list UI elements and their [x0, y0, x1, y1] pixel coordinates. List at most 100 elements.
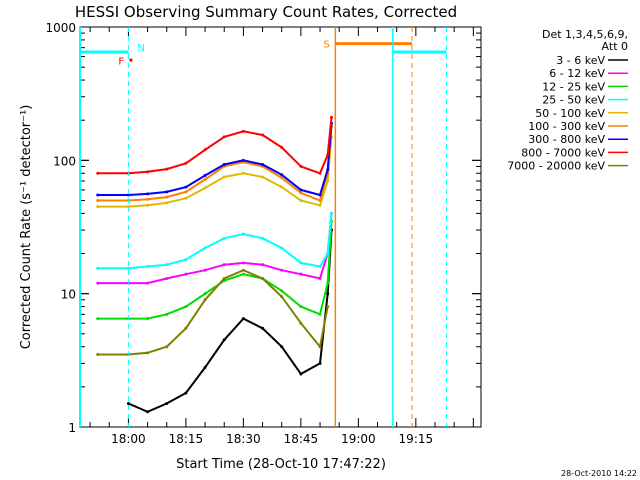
- data-point: [318, 361, 322, 365]
- data-point: [203, 148, 207, 152]
- data-point: [222, 263, 226, 267]
- data-point: [126, 205, 130, 209]
- data-point: [96, 193, 100, 197]
- data-point: [184, 161, 188, 165]
- data-point: [96, 205, 100, 209]
- data-point: [241, 261, 245, 265]
- data-point: [96, 281, 100, 285]
- legend-label: 6 - 12 keV: [549, 67, 605, 80]
- data-point: [126, 402, 130, 406]
- data-point: [326, 179, 330, 183]
- data-point: [318, 198, 322, 202]
- data-point: [165, 263, 169, 267]
- legend-header: Att 0: [602, 40, 628, 53]
- plot-border: [79, 26, 482, 428]
- data-point: [165, 312, 169, 316]
- data-point: [96, 266, 100, 270]
- data-point: [96, 198, 100, 202]
- y-tick-label: 100: [53, 154, 76, 168]
- data-point: [280, 289, 284, 293]
- series-line: [97, 123, 333, 197]
- data-point: [326, 292, 330, 296]
- y-tick-label: 10: [61, 288, 76, 302]
- legend-label: 50 - 100 keV: [535, 107, 605, 120]
- data-point: [280, 295, 284, 299]
- plot-frame: 1 10 100 1000 18:00 18:15 18:30 18:45 19:00 19:15: [45, 21, 482, 446]
- data-point: [165, 195, 169, 199]
- data-point: [203, 292, 207, 296]
- data-point: [318, 193, 322, 197]
- data-point: [241, 158, 245, 162]
- legend-label: 800 - 7000 keV: [521, 146, 605, 159]
- legend-header: Det 1,3,4,5,6,9,: [542, 28, 628, 41]
- data-point: [280, 268, 284, 272]
- data-point: [222, 163, 226, 167]
- data-point: [203, 173, 207, 177]
- data-point: [146, 197, 150, 201]
- series-line: [97, 213, 333, 285]
- data-point: [330, 211, 334, 215]
- data-point: [184, 272, 188, 276]
- data-point: [299, 261, 303, 265]
- data-point: [222, 236, 226, 240]
- data-point: [146, 281, 150, 285]
- data-point: [299, 372, 303, 376]
- data-point: [326, 281, 330, 285]
- data-point: [261, 276, 265, 280]
- data-point: [318, 171, 322, 175]
- data-point: [261, 133, 265, 137]
- data-point: [326, 252, 330, 256]
- legend-label: 100 - 300 keV: [528, 120, 605, 133]
- data-point: [299, 321, 303, 325]
- data-point: [326, 168, 330, 172]
- legend-label: 3 - 6 keV: [556, 54, 605, 67]
- series-line: [97, 126, 333, 202]
- x-tick-label: 18:00: [111, 432, 146, 446]
- flare-flag-label: F: [118, 57, 124, 68]
- data-point: [280, 246, 284, 250]
- data-point: [261, 326, 265, 330]
- x-axis-title: Start Time (28-Oct-10 17:47:22): [176, 457, 386, 472]
- series-layer: [96, 115, 334, 414]
- data-point: [241, 317, 245, 321]
- data-point: [126, 266, 130, 270]
- data-point: [299, 272, 303, 276]
- x-tick-label: 18:15: [169, 432, 204, 446]
- night-flag-label: N: [137, 43, 144, 54]
- series-line: [97, 117, 333, 175]
- legend-label: 7000 - 20000 keV: [507, 160, 605, 173]
- data-point: [280, 185, 284, 189]
- data-point: [146, 170, 150, 174]
- data-point: [184, 190, 188, 194]
- data-point: [326, 153, 330, 157]
- data-point: [146, 410, 150, 414]
- data-point: [146, 351, 150, 355]
- y-tick-label: 1000: [45, 21, 76, 35]
- chart-title: HESSI Observing Summary Count Rates, Cor…: [75, 3, 457, 21]
- y-axis-title: Corrected Count Rate (s⁻¹ detector⁻¹): [19, 105, 34, 350]
- data-point: [318, 312, 322, 316]
- legend-label: 25 - 50 keV: [542, 94, 605, 107]
- data-point: [241, 129, 245, 133]
- data-point: [222, 276, 226, 280]
- data-point: [165, 402, 169, 406]
- data-point: [318, 203, 322, 207]
- legend-label: 12 - 25 keV: [542, 80, 605, 93]
- data-point: [261, 236, 265, 240]
- data-point: [203, 298, 207, 302]
- data-point: [280, 173, 284, 177]
- series-line: [97, 136, 333, 208]
- data-point: [203, 177, 207, 181]
- data-point: [241, 272, 245, 276]
- data-point: [261, 163, 265, 167]
- data-point: [146, 203, 150, 207]
- data-point: [96, 317, 100, 321]
- data-point: [203, 246, 207, 250]
- data-point: [318, 345, 322, 349]
- data-point: [184, 391, 188, 395]
- data-point: [126, 193, 130, 197]
- data-point: [318, 264, 322, 268]
- data-point: [203, 365, 207, 369]
- footer-date: 28-Oct-2010 14:22: [561, 469, 637, 478]
- data-point: [280, 176, 284, 180]
